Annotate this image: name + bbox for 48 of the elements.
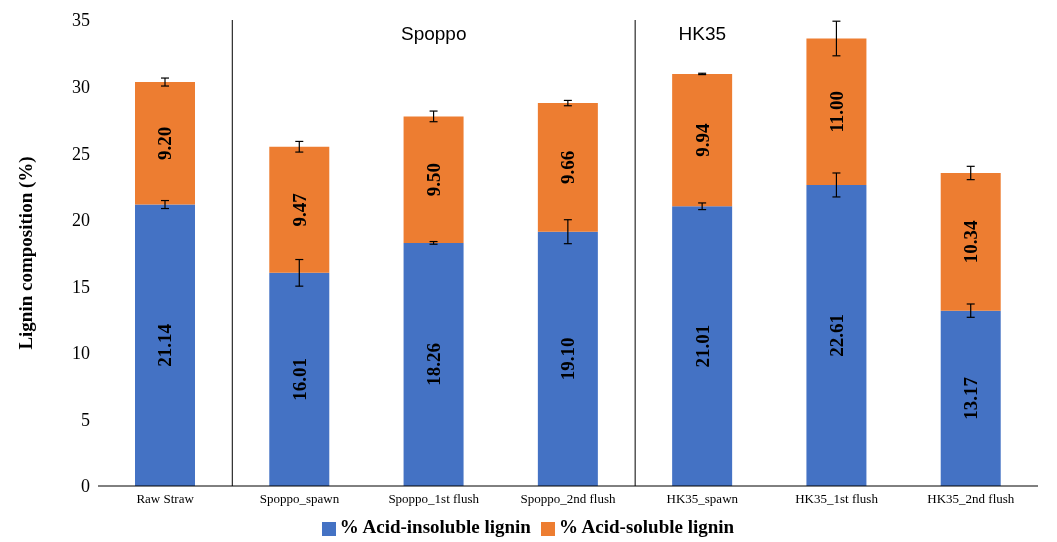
y-tick-label: 30 (72, 76, 90, 97)
bar (806, 38, 867, 185)
data-label: 9.47 (288, 192, 310, 227)
data-label: 21.14 (154, 323, 176, 367)
y-axis-title: Lignin composition (%) (14, 156, 37, 350)
data-label: 9.94 (691, 122, 713, 157)
x-tick-label: HK35_1st flush (795, 491, 879, 507)
y-tick-label: 15 (72, 276, 90, 297)
bar (403, 116, 464, 243)
data-label: 21.01 (691, 324, 713, 368)
y-tick-label: 10 (72, 343, 90, 364)
legend-label: % Acid-insoluble lignin (339, 516, 531, 537)
bar (537, 231, 598, 486)
legend-label: % Acid-soluble lignin (558, 516, 735, 537)
bar (672, 206, 733, 486)
x-tick-label: HK35_2nd flush (927, 491, 1015, 507)
bar (135, 204, 195, 486)
bar (135, 82, 195, 205)
data-label: 11.00 (825, 90, 847, 133)
data-label: 9.50 (423, 163, 445, 197)
bar (806, 184, 867, 486)
data-label: 22.61 (825, 314, 847, 357)
annotation: Spoppo (400, 23, 467, 45)
bar (269, 272, 330, 486)
data-label: 9.66 (557, 150, 579, 185)
y-tick-label: 20 (72, 210, 90, 231)
data-label: 13.17 (960, 376, 982, 420)
x-tick-label: Spoppo_spawn (259, 491, 340, 507)
data-label: 10.34 (960, 219, 982, 264)
x-tick-label: Raw Straw (136, 491, 195, 507)
bar (672, 73, 733, 207)
bar (403, 242, 464, 486)
y-tick-label: 25 (72, 143, 90, 164)
bar (269, 146, 330, 273)
y-tick-label: 0 (81, 476, 90, 497)
annotation: HK35 (678, 23, 727, 45)
data-label: 9.20 (154, 126, 176, 160)
data-label: 18.26 (423, 343, 445, 386)
y-tick-label: 5 (81, 409, 90, 430)
bar (940, 172, 1001, 311)
x-tick-label: Spoppo_2nd flush (520, 491, 616, 507)
x-tick-label: HK35_spawn (666, 491, 739, 507)
y-tick-label: 35 (72, 10, 90, 31)
x-tick-label: Spoppo_1st flush (388, 491, 480, 507)
bar (537, 103, 598, 232)
data-label: 16.01 (288, 358, 310, 401)
bar (940, 310, 1001, 486)
data-label: 19.10 (557, 337, 579, 381)
